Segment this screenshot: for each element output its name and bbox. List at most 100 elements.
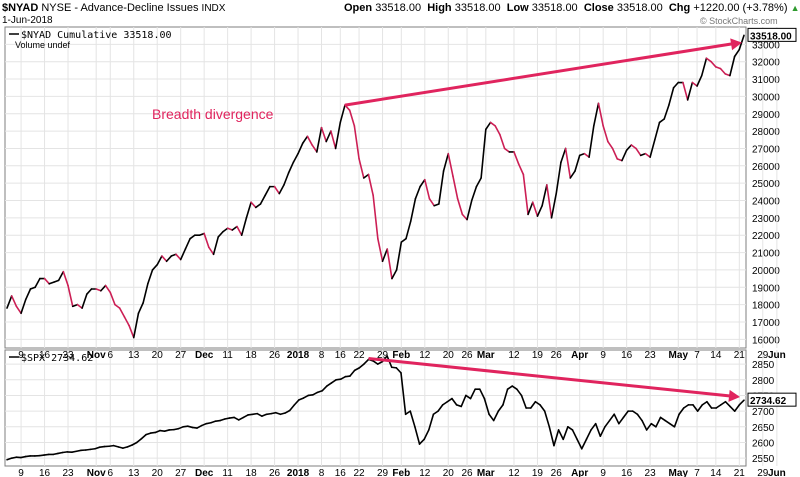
legend-label: $NYAD Cumulative 33518.00 <box>21 30 172 41</box>
series-segment <box>367 173 374 197</box>
x-tick-label: Jun <box>768 468 786 477</box>
series-segment <box>128 324 135 339</box>
x-tick-label: 26 <box>269 350 281 361</box>
series-segment <box>297 142 304 155</box>
series-segment <box>409 410 416 428</box>
series-segment <box>145 432 152 436</box>
y-tick-label: 19000 <box>752 283 780 294</box>
series-segment <box>175 253 182 261</box>
series-segment <box>222 227 229 233</box>
series-segment <box>326 382 333 387</box>
series-segment <box>635 147 642 157</box>
series-segment <box>571 429 578 441</box>
series-segment <box>418 438 425 445</box>
x-tick-label: 16 <box>39 350 51 361</box>
series-segment <box>654 121 661 141</box>
series-segment <box>729 405 736 412</box>
x-tick-label: Apr <box>571 350 588 361</box>
series-segment <box>663 104 670 120</box>
series-segment <box>200 422 208 427</box>
y-tick-label: 33000 <box>752 40 780 51</box>
series-segment <box>639 152 647 157</box>
series-segment <box>372 194 379 240</box>
series-segment <box>250 201 257 209</box>
series-segment <box>437 404 444 412</box>
series-segment <box>608 413 616 422</box>
x-tick-label: 19 <box>532 350 544 361</box>
series-segment <box>423 429 430 441</box>
y-tick-label: 24000 <box>752 197 780 208</box>
series-segment <box>395 241 403 271</box>
x-tick-label: Feb <box>392 468 410 477</box>
series-segment <box>233 416 240 421</box>
series-segment <box>298 397 305 401</box>
series-segment <box>562 426 569 441</box>
chg-value: +1220.00 (+3.78%) <box>693 2 788 14</box>
x-tick-label: 23 <box>645 350 657 361</box>
series-segment <box>363 358 370 365</box>
breadth-divergence-annotation: Breadth divergence <box>152 106 274 122</box>
x-tick-label: 21 <box>734 468 746 477</box>
series-segment <box>738 399 745 406</box>
legend-label: $SPX 2734.62 <box>21 353 93 364</box>
series-segment <box>348 109 356 127</box>
series-segment <box>502 388 509 406</box>
series-segment <box>414 426 421 445</box>
series-segment <box>240 217 248 237</box>
x-tick-label: 26 <box>461 350 473 361</box>
series-segment <box>165 255 173 263</box>
series-segment <box>358 158 365 179</box>
series-segment <box>67 284 74 308</box>
x-tick-label: 29 <box>377 468 389 477</box>
series-segment <box>673 413 680 428</box>
series-segment <box>724 73 731 77</box>
x-tick-label: Feb <box>392 350 410 361</box>
series-segment <box>316 389 323 394</box>
series-segment <box>548 426 555 447</box>
series-segment <box>622 410 629 419</box>
series-segment <box>517 163 525 176</box>
spx-divergence-arrow-shaft <box>368 356 735 398</box>
series-segment <box>6 457 13 461</box>
y-tick-label: 27000 <box>752 144 780 155</box>
series-segment <box>659 416 667 422</box>
series-segment <box>362 173 370 179</box>
series-segment <box>231 225 238 231</box>
series-segment <box>186 425 194 429</box>
series-segment <box>645 422 653 431</box>
series-segment <box>715 404 722 409</box>
series-segment <box>123 315 130 327</box>
series-segment <box>557 429 565 441</box>
series-segment <box>177 426 184 430</box>
series-segment <box>419 178 426 188</box>
series-segment <box>555 161 562 195</box>
series-segment <box>696 404 704 412</box>
x-tick-label: 27 <box>175 350 187 361</box>
series-segment <box>302 394 310 399</box>
series-segment <box>729 55 736 77</box>
series-segment <box>48 281 55 285</box>
series-segment <box>112 444 120 448</box>
x-tick-label: 6 <box>107 350 113 361</box>
series-segment <box>733 48 741 58</box>
series-segment <box>147 269 154 285</box>
series-segment <box>400 372 407 416</box>
y-tick-label: 17000 <box>752 318 780 329</box>
series-segment <box>405 220 412 240</box>
series-segment <box>578 152 586 157</box>
series-segment <box>516 388 523 397</box>
series-segment <box>494 125 501 136</box>
series-segment <box>503 147 511 153</box>
series-segment <box>428 197 435 207</box>
series-segment <box>142 282 149 304</box>
series-segment <box>442 152 450 172</box>
series-segment <box>219 418 226 422</box>
series-segment <box>447 152 454 178</box>
series-segment <box>580 438 588 450</box>
x-tick-label: 14 <box>710 468 722 477</box>
series-segment <box>395 367 402 374</box>
symbol-label: $NYAD <box>2 2 39 14</box>
series-segment <box>330 130 337 150</box>
y-tick-label: 21000 <box>752 249 780 260</box>
x-tick-label: 27 <box>175 468 187 477</box>
